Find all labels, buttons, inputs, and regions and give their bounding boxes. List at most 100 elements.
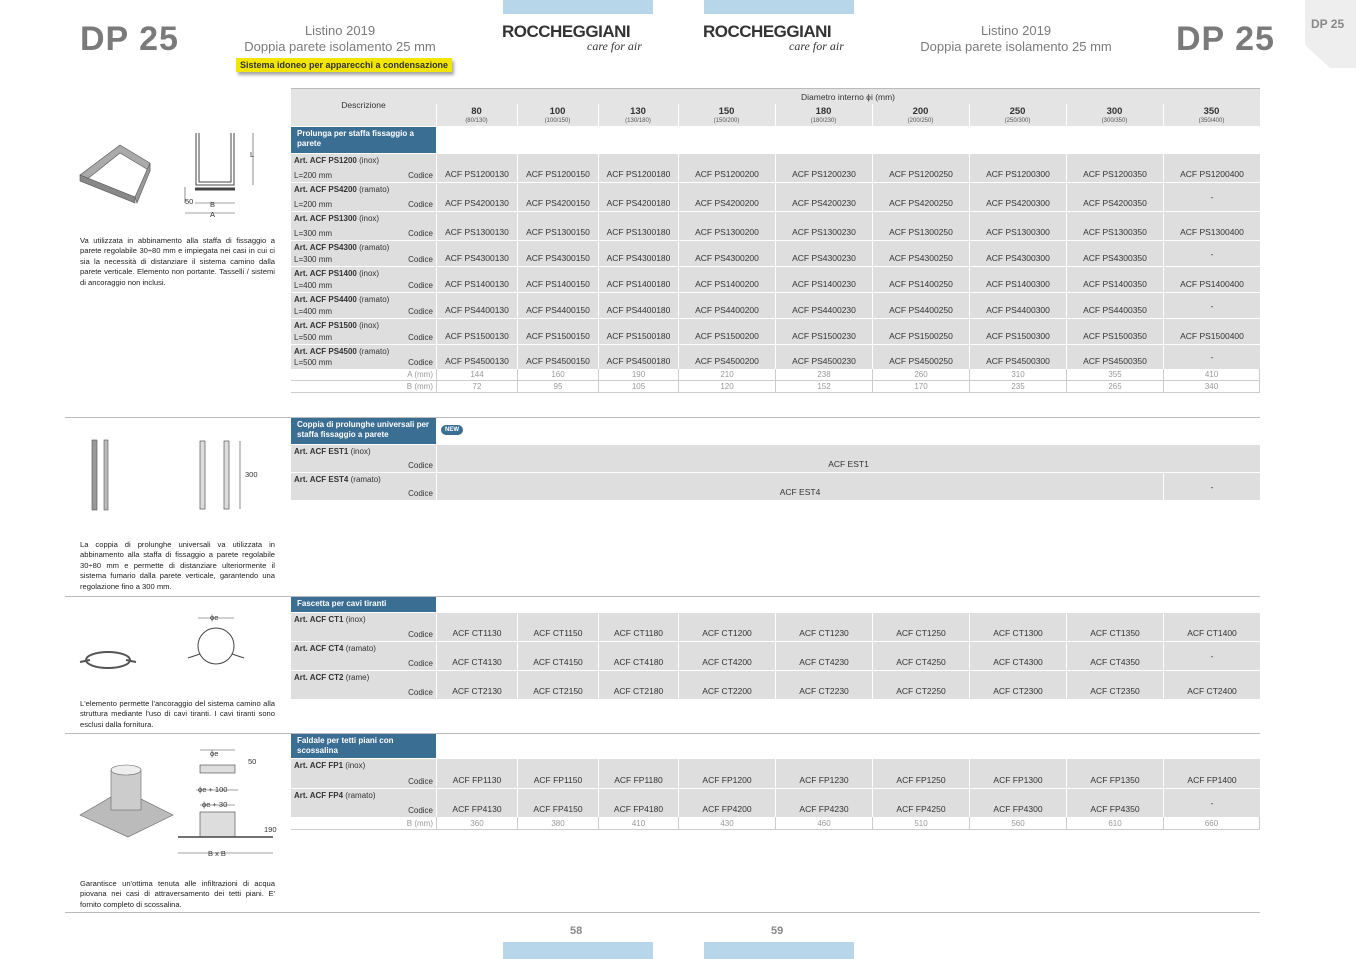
code-cell: ACF PS4500150 xyxy=(517,344,598,369)
row-code-label: Codice xyxy=(408,200,433,209)
code-cell: ACF PS4200350 xyxy=(1066,182,1163,211)
diagram-label: ϕe xyxy=(210,749,219,758)
code-cell: - xyxy=(1163,788,1260,817)
row-article: Art. ACF PS1400 (inox) xyxy=(294,269,379,278)
code-cell: ACF CT4130 xyxy=(436,641,517,670)
article-code: Art. ACF FP4 xyxy=(294,791,344,800)
row-description: Art. ACF PS4400 (ramato) L=400 mm Codice xyxy=(291,292,436,318)
code-cell: ACF PS4200300 xyxy=(969,182,1066,211)
code-cell: ACF PS4500180 xyxy=(598,344,678,369)
material: (inox) xyxy=(359,156,380,165)
section-description: Garantisce un'ottima tenuta alle infiltr… xyxy=(80,879,275,909)
material: (ramato) xyxy=(359,185,390,194)
row-code-label: Codice xyxy=(408,806,433,815)
code-cell: ACF PS1200250 xyxy=(872,153,969,182)
code-cell: ACF PS4200130 xyxy=(436,182,517,211)
code-cell: ACF FP1180 xyxy=(598,758,678,788)
material: (rame) xyxy=(345,673,370,682)
tab-shape xyxy=(1305,0,1356,68)
logo-tagline: care for air xyxy=(789,39,844,53)
row-article: Art. ACF PS1300 (inox) xyxy=(294,214,379,223)
separator xyxy=(65,912,1260,913)
material: (ramato) xyxy=(345,644,376,653)
row-length: L=400 mm xyxy=(294,307,333,316)
row-article: Art. ACF PS4500 (ramato) xyxy=(294,347,389,356)
code-cell: ACF PS4300300 xyxy=(969,240,1066,266)
row-length: L=400 mm xyxy=(294,281,333,290)
code-cell: ACF PS1400300 xyxy=(969,266,1066,292)
row-code-label: Codice xyxy=(408,229,433,238)
diagram-label: 50 xyxy=(185,197,194,206)
row-code-label: Codice xyxy=(408,489,433,498)
dimension-label: B (mm) xyxy=(291,381,436,393)
section-title: Faldale per tetti piani con scossalina xyxy=(291,734,436,758)
code-cell: ACF PS4500350 xyxy=(1066,344,1163,369)
diagram-label: B xyxy=(210,200,216,209)
code-cell: ACF PS4300250 xyxy=(872,240,969,266)
code-cell: ACF PS4200230 xyxy=(775,182,872,211)
section-title: Coppia di prolunghe universali per staff… xyxy=(291,418,436,444)
row-description: Art. ACF CT2 (rame) Codice xyxy=(291,670,436,699)
code-cell: ACF FP4250 xyxy=(872,788,969,817)
code-cell: ACF CT1350 xyxy=(1066,612,1163,641)
dimension-value: 265 xyxy=(1066,381,1163,393)
code-cell: ACF PS4200180 xyxy=(598,182,678,211)
article-code: Art. ACF EST1 xyxy=(294,447,349,456)
code-cell: - xyxy=(1163,472,1260,500)
code-cell: ACF PS1400150 xyxy=(517,266,598,292)
dimension-value: 660 xyxy=(1163,817,1260,830)
diagram-label: ϕe + 100 xyxy=(198,785,228,794)
material: (inox) xyxy=(345,615,366,624)
column-header: 350 xyxy=(1203,106,1220,117)
dimension-label: A (mm) xyxy=(291,369,436,381)
dimension-value: 105 xyxy=(598,381,678,393)
row-article: Art. ACF PS1200 (inox) xyxy=(294,156,379,165)
row-code-label: Codice xyxy=(408,255,433,264)
code-cell: - xyxy=(1163,641,1260,670)
code-cell: ACF PS4300150 xyxy=(517,240,598,266)
code-cell: ACF PS1200400 xyxy=(1163,153,1260,182)
diagram-label: 300 xyxy=(245,470,258,479)
column-header: 180 xyxy=(815,106,832,117)
dimension-value: 190 xyxy=(598,369,678,381)
code-cell: ACF PS1500350 xyxy=(1066,318,1163,344)
code-cell: ACF CT4180 xyxy=(598,641,678,670)
code-cell: ACF PS4400200 xyxy=(678,292,775,318)
column-header: 200 xyxy=(912,106,929,117)
row-description: Art. ACF EST1 (inox) Codice xyxy=(291,444,436,472)
code-cell: ACF CT1400 xyxy=(1163,612,1260,641)
code-cell: ACF PS4300350 xyxy=(1066,240,1163,266)
code-cell: ACF PS1300200 xyxy=(678,211,775,240)
material: (inox) xyxy=(359,214,380,223)
column-divider xyxy=(1163,104,1164,126)
code-cell: ACF FP4150 xyxy=(517,788,598,817)
row-code-label: Codice xyxy=(408,461,433,470)
code-cell: ACF CT1130 xyxy=(436,612,517,641)
code-cell: ACF PS4200200 xyxy=(678,182,775,211)
code-cell: ACF PS1200230 xyxy=(775,153,872,182)
material: (inox) xyxy=(359,269,380,278)
material: (inox) xyxy=(359,321,380,330)
code-cell: ACF CT2350 xyxy=(1066,670,1163,699)
code-cell: ACF CT1230 xyxy=(775,612,872,641)
code-cell: ACF CT2150 xyxy=(517,670,598,699)
code-cell: ACF PS4500230 xyxy=(775,344,872,369)
column-subheader: (200/250) xyxy=(907,118,934,124)
code-cell: ACF PS1300230 xyxy=(775,211,872,240)
dimension-value: 380 xyxy=(517,817,598,830)
diagram-label: ϕe + 30 xyxy=(202,800,228,809)
header-line: Listino 2019 xyxy=(304,23,376,38)
code-cell: ACF CT1150 xyxy=(517,612,598,641)
dimension-value: 95 xyxy=(517,381,598,393)
series-code: DP 25 xyxy=(1176,20,1275,58)
row-length: L=200 mm xyxy=(294,200,333,209)
column-divider xyxy=(775,104,776,126)
code-cell: ACF PS4500250 xyxy=(872,344,969,369)
code-cell: ACF PS4400350 xyxy=(1066,292,1163,318)
material: (ramato) xyxy=(345,791,376,800)
material: (inox) xyxy=(345,761,366,770)
row-code-label: Codice xyxy=(408,358,433,367)
row-code-label: Codice xyxy=(408,659,433,668)
code-cell: ACF CT1300 xyxy=(969,612,1066,641)
bottom-bar xyxy=(704,942,854,959)
